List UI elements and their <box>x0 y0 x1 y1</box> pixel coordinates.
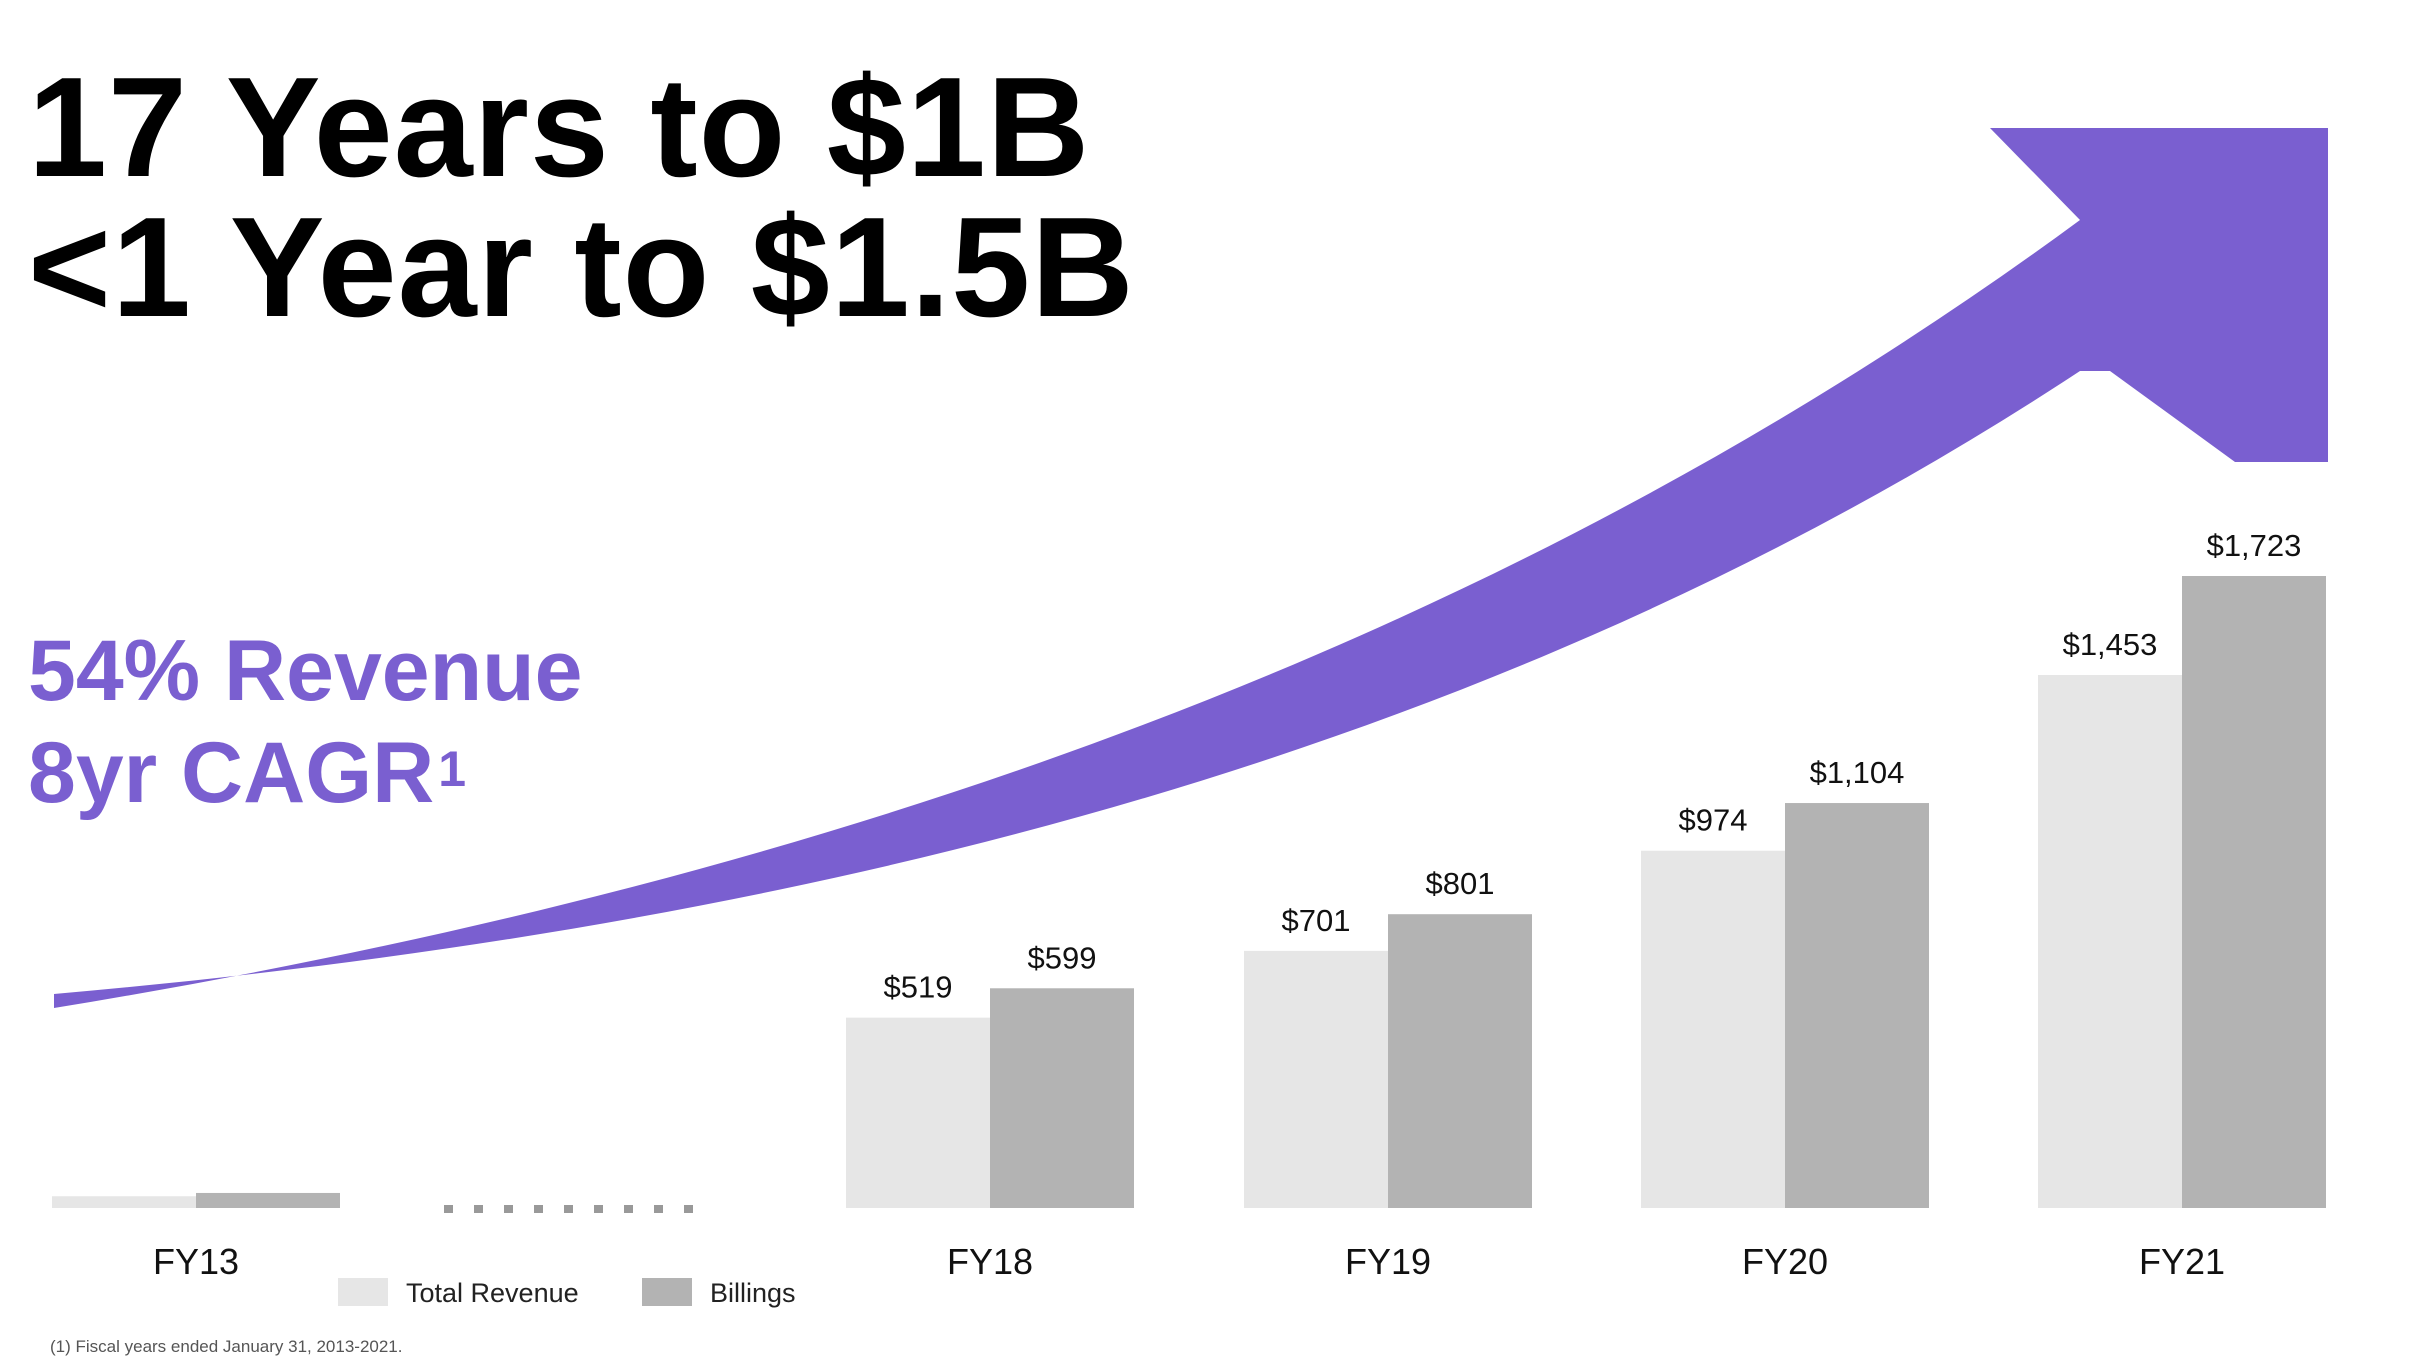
cagr-line-2-text: 8yr CAGR <box>28 725 435 821</box>
bar-billings-fy21 <box>2182 576 2326 1208</box>
axis-break-dot <box>534 1205 543 1213</box>
axis-break-dot <box>654 1205 663 1213</box>
x-tick-label-fy18: FY18 <box>947 1241 1033 1282</box>
legend-label-total-revenue: Total Revenue <box>406 1278 579 1308</box>
cagr-callout: 54% Revenue 8yr CAGR1 <box>28 620 583 824</box>
data-label-total-revenue-fy20: $974 <box>1679 803 1748 838</box>
headline: 17 Years to $1B <1 Year to $1.5B <box>28 48 1135 347</box>
headline-line-1: 17 Years to $1B <box>28 48 1091 207</box>
bar-total-revenue-fy18 <box>846 1017 990 1208</box>
x-tick-label-fy13: FY13 <box>153 1241 239 1282</box>
bar-billings-fy13 <box>196 1192 340 1208</box>
cagr-footnote-marker: 1 <box>438 741 467 797</box>
headline-line-2: <1 Year to $1.5B <box>28 188 1135 347</box>
bar-billings-fy18 <box>990 988 1134 1208</box>
growth-arrow-icon <box>54 128 2328 1008</box>
axis-break-dot <box>594 1205 603 1213</box>
data-label-total-revenue-fy18: $519 <box>884 970 953 1005</box>
data-label-billings-fy19: $801 <box>1426 866 1495 901</box>
data-label-total-revenue-fy21: $1,453 <box>2063 627 2158 662</box>
cagr-line-1: 54% Revenue <box>28 623 583 719</box>
bar-total-revenue-fy19 <box>1244 950 1388 1208</box>
bar-billings-fy20 <box>1785 803 1929 1208</box>
axis-break-dot <box>564 1205 573 1213</box>
axis-break-dot <box>504 1205 513 1213</box>
legend-swatch-total-revenue <box>338 1278 388 1306</box>
footnote: (1) Fiscal years ended January 31, 2013-… <box>50 1337 403 1356</box>
bar-total-revenue-fy13 <box>52 1196 196 1208</box>
data-label-total-revenue-fy19: $701 <box>1282 903 1351 938</box>
axis-break-dot <box>624 1205 633 1213</box>
x-tick-label-fy19: FY19 <box>1345 1241 1431 1282</box>
cagr-line-2: 8yr CAGR1 <box>28 722 583 824</box>
data-label-billings-fy18: $599 <box>1028 940 1097 975</box>
bar-billings-fy19 <box>1388 914 1532 1208</box>
axis-break-dot <box>444 1205 453 1213</box>
bar-total-revenue-fy21 <box>2038 675 2182 1208</box>
data-label-billings-fy20: $1,104 <box>1810 755 1905 790</box>
x-tick-label-fy21: FY21 <box>2139 1241 2225 1282</box>
legend-swatch-billings <box>642 1278 692 1306</box>
axis-break-dot <box>684 1205 693 1213</box>
data-label-billings-fy21: $1,723 <box>2207 528 2302 563</box>
axis-break-dot <box>474 1205 483 1213</box>
bar-total-revenue-fy20 <box>1641 850 1785 1208</box>
x-tick-label-fy20: FY20 <box>1742 1241 1828 1282</box>
legend-label-billings: Billings <box>710 1278 796 1308</box>
